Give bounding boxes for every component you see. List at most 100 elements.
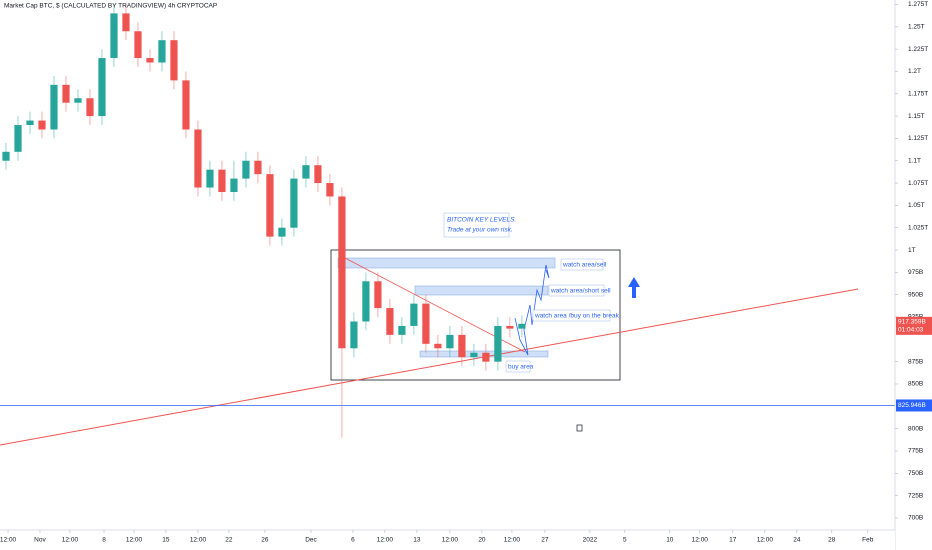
candle-body	[434, 343, 442, 349]
candle-body	[206, 169, 214, 188]
x-tick-label: 26	[261, 537, 269, 544]
y-tick-label: 800B	[908, 425, 923, 432]
y-tick-label: 1.225T	[908, 46, 928, 53]
y-tick-label: 1.2T	[908, 68, 921, 75]
hline-label: 825.946B	[898, 402, 926, 409]
candle-body	[170, 40, 178, 81]
candle-body	[326, 183, 334, 197]
y-tick-label: 1.05T	[908, 202, 925, 209]
candle-body	[518, 323, 526, 329]
candle-body	[386, 308, 394, 335]
candle-body	[302, 165, 310, 179]
x-tick-label: 5	[623, 537, 627, 544]
label: watch area/sell	[562, 262, 607, 269]
projection	[514, 264, 550, 356]
candle-body	[422, 303, 430, 344]
x-tick-label: Dec	[305, 537, 317, 544]
icon	[576, 424, 583, 432]
y-tick-label: 850B	[908, 381, 923, 388]
y-tick-label: 750B	[908, 470, 923, 477]
x-tick-label: 17	[729, 537, 737, 544]
short-zone	[414, 285, 549, 296]
x-tick-label: 12:00	[757, 537, 774, 544]
candle-body	[242, 160, 250, 179]
x-tick-label: 15	[162, 537, 170, 544]
x-tick-label: 12:00	[504, 537, 521, 544]
candle-body	[266, 174, 274, 237]
candle-body	[338, 196, 346, 349]
countdown: 01:04:03	[898, 327, 924, 334]
candle-body	[398, 325, 406, 335]
candle-body	[290, 178, 298, 228]
candle-body	[26, 120, 34, 126]
x-tick-label: 6	[351, 537, 355, 544]
x-tick-label: 13	[413, 537, 421, 544]
label: watch area/short sell	[550, 288, 611, 295]
y-tick-label: 725B	[908, 492, 923, 499]
candle-body	[362, 281, 370, 322]
candle-body	[482, 352, 490, 362]
candle-body	[158, 40, 166, 63]
x-tick-label: 22	[225, 537, 233, 544]
candle-body	[194, 129, 202, 188]
x-tick-label: 24	[793, 537, 801, 544]
candle-body	[470, 352, 478, 358]
y-tick-label: 950B	[908, 291, 923, 298]
last-price-label: 917.359B	[898, 319, 926, 326]
x-tick-label: 20	[478, 537, 486, 544]
x-tick-label: 12:00	[126, 537, 143, 544]
candle-body	[350, 321, 358, 349]
candle-body	[146, 58, 154, 63]
x-tick-label: Feb	[862, 537, 874, 544]
candle-body	[50, 84, 58, 130]
candle-body	[410, 303, 418, 326]
up-arrow	[628, 277, 640, 298]
y-tick-label: 700B	[908, 515, 923, 522]
y-tick-label: 775B	[908, 448, 923, 455]
x-tick-label: 10	[666, 537, 674, 544]
candle-body	[230, 178, 238, 192]
sell-zone	[337, 257, 556, 269]
label: watch area /buy on the break.	[534, 313, 621, 320]
candle-body	[134, 31, 142, 59]
trend-line	[0, 288, 859, 446]
x-tick-label: 27	[541, 537, 549, 544]
candle-body	[218, 169, 226, 192]
candle-body	[110, 13, 118, 59]
label-box	[532, 309, 611, 322]
note-text: Trade at your own risk.	[447, 227, 513, 234]
range-box	[330, 249, 621, 381]
x-tick-label: 12:00	[692, 537, 709, 544]
candle-body	[98, 58, 106, 117]
label: buy area	[508, 364, 534, 371]
candle-body	[494, 325, 502, 362]
candle-body	[254, 160, 262, 175]
x-tick-label: 12:00	[442, 537, 459, 544]
y-tick-label: 1.1T	[908, 157, 921, 164]
x-tick-label: 8	[102, 537, 106, 544]
candle-body	[182, 80, 190, 130]
hline-tag	[896, 399, 932, 412]
y-tick-label: 1T	[908, 247, 916, 254]
last-price-tag	[896, 316, 932, 335]
y-tick-label: 875B	[908, 358, 923, 365]
candle-body	[74, 98, 82, 103]
candle-body	[2, 151, 10, 161]
x-tick-label: 12:00	[377, 537, 394, 544]
note-heading: BITCOIN KEY LEVELS.	[447, 217, 516, 224]
candle-body	[62, 84, 70, 103]
x-tick-label: 12:00	[190, 537, 207, 544]
y-tick-label: 1.125T	[908, 135, 928, 142]
candles	[0, 4, 895, 438]
x-tick-label: 12:00	[62, 537, 79, 544]
candle-body	[506, 325, 514, 329]
label-box	[505, 360, 531, 373]
chart-title: Market Cap BTC, $ (CALCULATED BY TRADING…	[4, 3, 217, 10]
y-tick-label: 1.175T	[908, 90, 928, 97]
x-tick-label: Nov	[34, 537, 46, 544]
y-tick-label: 1.025T	[908, 224, 928, 231]
candle-body	[38, 120, 46, 130]
y-tick-label: 1.15T	[908, 113, 925, 120]
y-tick-label: 1.075T	[908, 180, 928, 187]
